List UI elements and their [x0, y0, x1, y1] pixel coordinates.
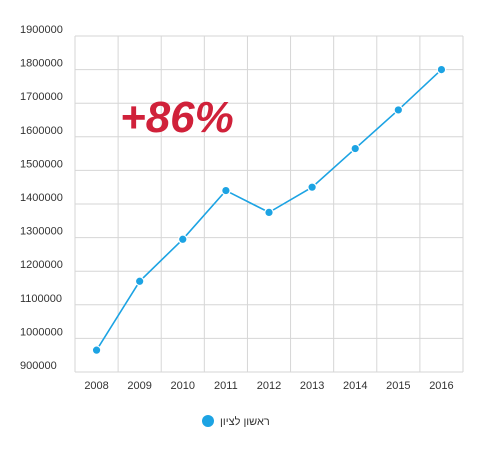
data-point [134, 276, 145, 287]
y-tick-label: 1700000 [20, 91, 63, 103]
legend-marker [202, 415, 214, 427]
y-tick-label: 1600000 [20, 125, 63, 137]
data-point [264, 207, 274, 218]
data-point [307, 182, 317, 192]
grid [74, 35, 464, 373]
growth-annotation: +86% [120, 93, 234, 142]
x-tick-label: 2015 [386, 380, 410, 392]
data-point [393, 105, 404, 115]
data-point [350, 143, 361, 154]
y-tick-label: 900000 [20, 360, 57, 372]
y-tick-label: 1900000 [20, 24, 63, 36]
x-tick-label: 2016 [429, 380, 453, 392]
y-tick-label: 1500000 [20, 158, 63, 170]
data-point [91, 345, 102, 355]
x-tick-label: 2010 [171, 380, 195, 392]
x-tick-label: 2013 [300, 380, 324, 392]
y-axis-ticks: 1900000 1800000 1700000 1600000 1500000 14000… [20, 24, 63, 372]
y-tick-label: 1300000 [20, 226, 63, 238]
data-point [177, 234, 188, 245]
y-tick-label: 1200000 [20, 259, 63, 271]
x-tick-label: 2014 [343, 380, 367, 392]
legend: ראשון לציון [202, 415, 270, 428]
x-tick-label: 2009 [127, 380, 151, 392]
data-point [221, 185, 231, 196]
legend-label: ראשון לציון [220, 415, 270, 428]
y-tick-label: 1800000 [20, 58, 63, 70]
series-points [91, 64, 447, 355]
data-point [436, 64, 447, 75]
y-tick-label: 1000000 [20, 326, 63, 338]
x-tick-label: 2012 [257, 380, 281, 392]
x-tick-label: 2011 [214, 380, 238, 392]
y-tick-label: 1400000 [20, 192, 63, 204]
y-tick-label: 1100000 [20, 293, 62, 305]
x-axis-ticks: 2008 2009 2010 2011 2012 2013 2014 2015 2016 [84, 380, 453, 392]
x-tick-label: 2008 [84, 380, 108, 392]
